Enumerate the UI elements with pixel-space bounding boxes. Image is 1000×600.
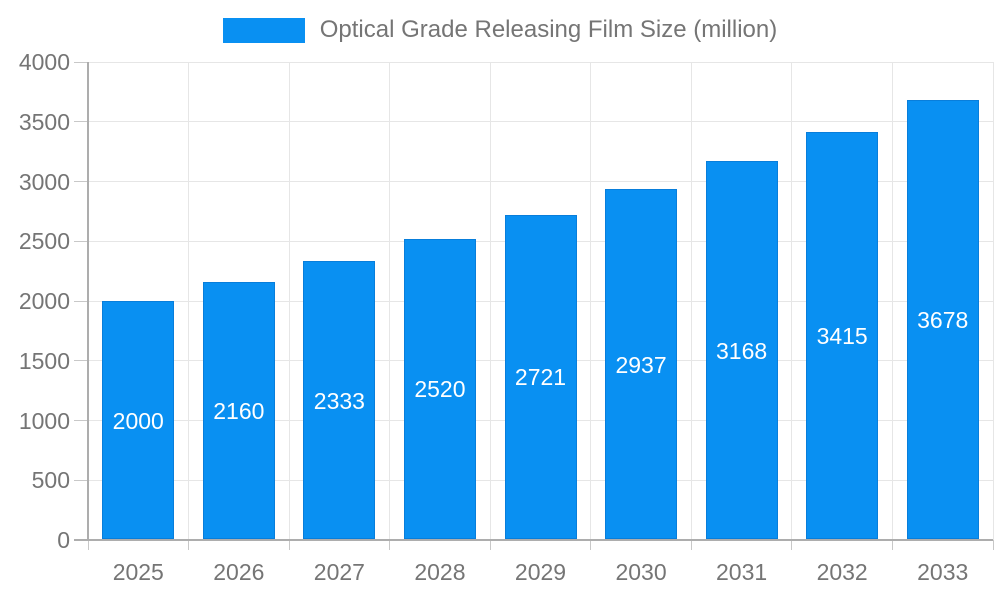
y-axis-tick [74,300,88,302]
gridline-vertical [690,62,692,540]
bar-value-label: 2000 [112,407,164,434]
y-axis-label: 2500 [18,228,70,255]
x-axis-label: 2029 [514,559,567,585]
gridline-horizontal [88,121,993,123]
bar-value-label: 3168 [716,337,768,364]
y-axis-tick [74,61,88,63]
y-axis-label: 2000 [18,288,70,314]
y-axis-label: 3500 [18,108,70,135]
x-axis-tick [489,540,491,550]
gridline-horizontal [88,181,993,182]
x-axis-tick [992,540,994,550]
y-axis-label: 1000 [18,407,70,434]
y-axis-label: 1500 [18,347,70,374]
legend-label: Optical Grade Releasing Film Size (milli… [319,16,778,43]
x-axis-label: 2031 [716,559,768,585]
gridline-vertical [188,62,190,540]
bar-value-label: 2160 [213,397,265,424]
gridline-vertical [992,62,994,540]
x-axis-label: 2026 [213,559,265,585]
y-axis-label: 4000 [18,49,70,75]
gridline-vertical [389,62,391,540]
x-axis-tick [690,540,692,550]
chart-legend[interactable]: Optical Grade Releasing Film Size (milli… [0,16,1000,44]
bar-2030[interactable] [605,189,678,539]
gridline-vertical [791,62,793,540]
x-axis-tick [791,540,793,550]
gridline-vertical [891,62,893,540]
gridline-vertical [288,62,290,540]
gridline-horizontal [88,61,993,63]
y-axis-tick [74,240,88,242]
x-axis-tick [891,540,893,550]
x-axis-tick [87,540,89,550]
x-axis-tick [288,540,290,550]
bar-value-label: 3415 [816,322,868,349]
bar-2029[interactable] [504,214,577,539]
bar-value-label: 2937 [615,351,667,378]
gridline-vertical [489,62,491,540]
y-axis-label: 0 [57,527,70,553]
x-axis-label: 2030 [615,559,667,585]
bar-value-label: 2520 [414,376,466,403]
x-axis-label: 2025 [112,559,164,585]
bar-2032[interactable] [806,131,879,539]
bar-value-label: 3678 [917,307,969,334]
y-axis-tick [74,121,88,123]
bar-value-label: 2333 [313,387,365,414]
x-axis-line [74,539,993,541]
x-axis-tick [188,540,190,550]
x-axis-label: 2033 [917,559,969,585]
bar-2028[interactable] [403,238,476,539]
y-axis-tick [74,181,88,182]
gridline-vertical [590,62,592,540]
bar-value-label: 2721 [514,364,567,391]
y-axis-label: 3000 [18,168,70,195]
x-axis-tick [389,540,391,550]
y-axis-tick [74,420,88,421]
y-axis-line [87,62,89,541]
bar-2033[interactable] [906,100,979,539]
x-axis-label: 2027 [313,559,365,585]
y-axis-label: 500 [31,467,70,494]
bar-2025[interactable] [102,301,175,539]
bar-2026[interactable] [202,281,275,539]
x-axis-label: 2032 [816,559,868,585]
x-axis-label: 2028 [414,559,466,585]
bar-2027[interactable] [303,261,376,539]
x-axis-tick [590,540,592,550]
y-axis-tick [74,479,88,481]
bar-2031[interactable] [705,161,778,539]
y-axis-tick [74,360,88,362]
legend-swatch [222,17,305,43]
